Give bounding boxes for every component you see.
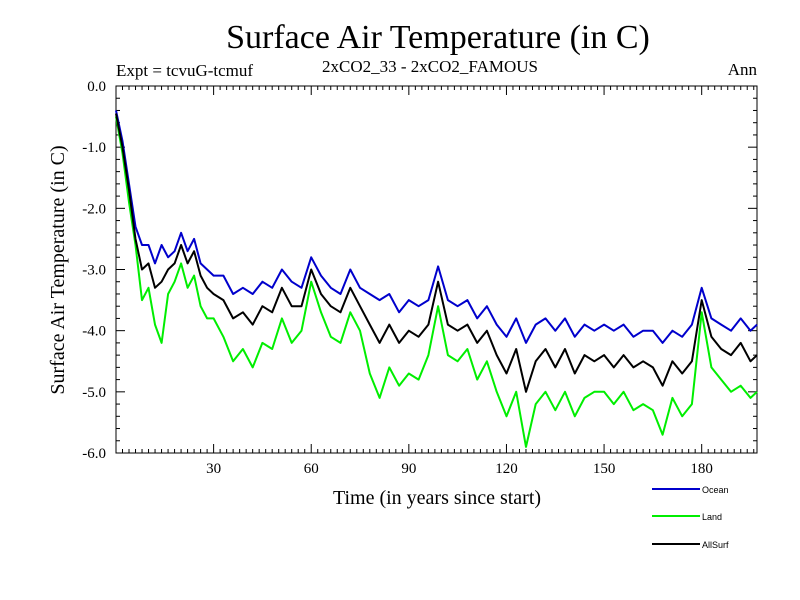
y-tick-label: -1.0 <box>82 140 106 156</box>
series-line-allsurf <box>115 113 758 393</box>
y-tick-label: -5.0 <box>82 385 106 401</box>
legend-label-allsurf: AllSurf <box>702 540 729 550</box>
chart-title: Surface Air Temperature (in C) <box>226 19 650 56</box>
x-tick-label: 150 <box>593 461 616 477</box>
season-label: Ann <box>728 60 758 79</box>
x-tick-label: 120 <box>495 461 518 477</box>
x-tick-label: 180 <box>690 461 713 477</box>
x-tick-label: 90 <box>401 461 416 477</box>
x-tick-label: 60 <box>304 461 319 477</box>
comparison-label: 2xCO2_33 - 2xCO2_FAMOUS <box>322 57 538 76</box>
y-tick-label: -2.0 <box>82 201 106 217</box>
x-tick-label: 30 <box>206 461 221 477</box>
y-tick-label: -3.0 <box>82 263 106 279</box>
series-lines <box>115 110 758 448</box>
legend-label-ocean: Ocean <box>702 485 729 495</box>
y-axis-label: Surface Air Temperature (in C) <box>47 145 69 394</box>
x-axis-label: Time (in years since start) <box>333 487 541 509</box>
legend-label-land: Land <box>702 512 722 522</box>
legend: Ocean Land AllSurf <box>652 485 729 550</box>
experiment-label: Expt = tcvuG-tcmuf <box>116 61 253 80</box>
y-tick-label: -6.0 <box>82 446 106 462</box>
y-tick-label: -4.0 <box>82 324 106 340</box>
axis-ticks: 30 60 90 120 150 180 0.0 -1.0 -2.0 -3.0 -4.0 -5.0 -6… <box>82 79 757 477</box>
series-line-ocean <box>115 110 758 344</box>
series-line-land <box>115 116 758 448</box>
y-tick-label: 0.0 <box>87 79 106 95</box>
